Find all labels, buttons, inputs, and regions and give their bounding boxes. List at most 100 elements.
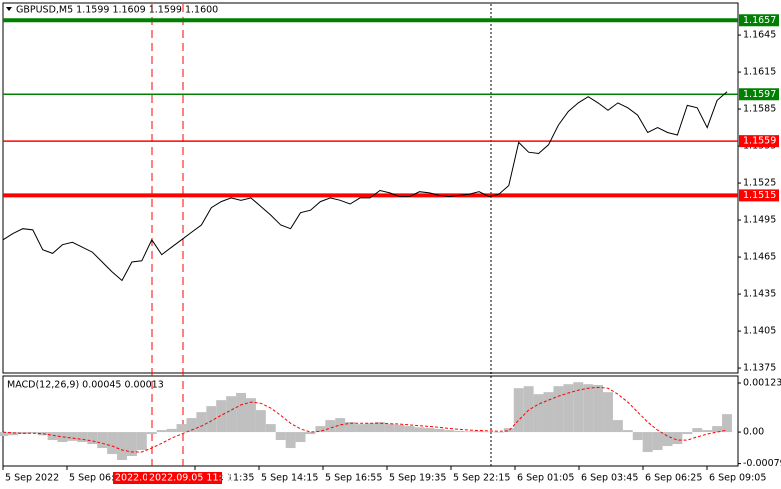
level-label-box (739, 189, 779, 202)
histogram-bar (563, 384, 574, 433)
histogram-bar (464, 431, 475, 433)
menu-arrow (6, 7, 12, 11)
histogram-bar (37, 432, 48, 436)
histogram-bar (117, 432, 127, 461)
y-tick-label: 1.1585 (743, 104, 776, 115)
histogram-bar (265, 424, 276, 433)
histogram-bar (404, 426, 415, 433)
histogram-bar (722, 414, 732, 433)
histogram-bar (573, 382, 584, 433)
histogram-bar (176, 424, 187, 433)
time-marker-label: 2022.0 (115, 473, 148, 484)
y-tick-label: 1.1435 (743, 289, 776, 300)
time-marker-label: 2022.09.05 11:05 (149, 473, 234, 484)
x-tick-label: 5 Sep 19:35 (389, 473, 446, 484)
x-tick-label: 5 Sep 14:15 (261, 473, 318, 484)
histogram-bar (682, 432, 693, 435)
histogram-bar (305, 432, 316, 435)
x-tick-label: 6 Sep 01:05 (517, 473, 574, 484)
histogram-bar (642, 432, 653, 453)
histogram-bar (77, 432, 88, 443)
x-tick-label: 6 Sep 03:45 (581, 473, 638, 484)
histogram-bar (67, 432, 78, 441)
histogram-bar (384, 424, 395, 433)
x-tick-label: 5 Sep 11:35 (197, 473, 254, 484)
histogram-bar (47, 432, 58, 441)
histogram-bar (325, 420, 336, 433)
x-tick-label: 6 Sep 06:25 (645, 473, 702, 484)
y-tick-label: 1.1465 (743, 252, 776, 263)
level-label-box (739, 135, 779, 148)
histogram-bar (196, 412, 207, 433)
histogram-bar (513, 388, 524, 433)
level-label: 1.1657 (743, 15, 776, 26)
histogram-bar (533, 394, 544, 433)
histogram-bar (603, 392, 613, 433)
level-label: 1.1515 (743, 190, 776, 201)
histogram-bar (295, 432, 306, 443)
time-marker-box (113, 472, 150, 484)
histogram-bar (365, 423, 375, 433)
histogram-bar (632, 432, 643, 441)
y-tick-label: 0.00123 (743, 377, 781, 388)
level-label-box (739, 14, 779, 27)
signal-line (2, 386, 728, 453)
histogram-bar (245, 398, 256, 433)
histogram-bar (692, 428, 703, 433)
x-tick-label: 5 Sep 16:55 (325, 473, 382, 484)
histogram-bar (226, 396, 237, 433)
histogram-bar (662, 432, 673, 447)
y-tick-label: -0.00079 (743, 458, 781, 469)
y-tick-label: 1.1615 (743, 67, 776, 78)
histogram-bar (236, 392, 246, 433)
histogram-bar (355, 424, 365, 433)
level-label: 1.1559 (743, 136, 776, 147)
price-panel (2, 2, 739, 374)
y-tick-label: 1.1375 (743, 363, 776, 374)
histogram-bar (474, 430, 485, 433)
histogram-bar (593, 384, 604, 433)
histogram-bar (57, 432, 68, 443)
histogram-bar (335, 418, 346, 433)
histogram-bar (444, 430, 455, 433)
y-tick-label: 1.1645 (743, 30, 776, 41)
histogram-bar (136, 432, 147, 451)
histogram-bar (186, 418, 197, 433)
x-tick-label: 5 Sep 22:15 (453, 473, 510, 484)
histogram-bar (672, 432, 683, 445)
histogram-bar (17, 432, 28, 435)
histogram-bar (414, 427, 425, 433)
histogram-bar (493, 432, 504, 433)
histogram-bar (146, 432, 157, 435)
histogram-bar (156, 430, 167, 433)
histogram-bar (97, 432, 108, 449)
histogram-bar (315, 426, 326, 433)
x-tick-label: 5 Sep 2022 (5, 473, 59, 484)
histogram-bar (523, 386, 534, 433)
y-tick-label: 1.1525 (743, 178, 776, 189)
histogram-bar (622, 430, 633, 433)
histogram-bar (285, 432, 296, 449)
histogram-bar (583, 384, 594, 433)
y-tick-label: 1.1495 (743, 215, 776, 226)
histogram-bar (87, 432, 98, 445)
histogram-bar (424, 428, 435, 433)
histogram-bar (27, 432, 38, 434)
y-tick-label: 0.00 (743, 427, 764, 438)
histogram-bar (652, 432, 663, 451)
histogram-bar (612, 420, 623, 433)
histogram-bar (107, 432, 118, 455)
histogram-bar (454, 430, 465, 433)
histogram-bar (275, 432, 286, 441)
x-tick-label: 6 Sep 09:05 (709, 473, 766, 484)
histogram-bar (166, 428, 177, 433)
histogram-bar (126, 432, 137, 457)
histogram-bar (484, 431, 494, 433)
time-marker-box (147, 472, 222, 484)
histogram-bar (7, 432, 18, 436)
histogram-bar (345, 422, 356, 433)
histogram-bar (394, 424, 405, 433)
histogram-bar (702, 430, 713, 433)
level-label: 1.1597 (743, 89, 776, 100)
